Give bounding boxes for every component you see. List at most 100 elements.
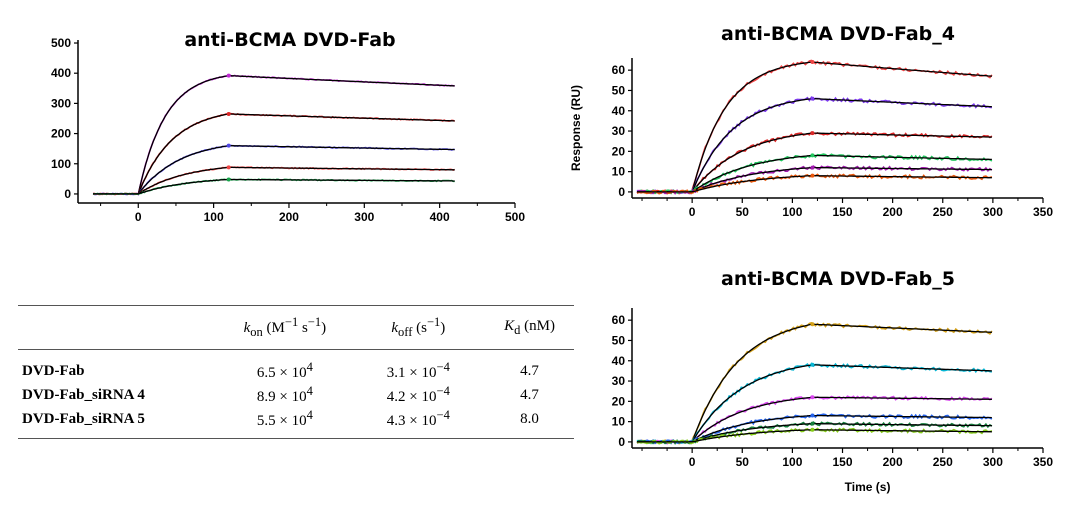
series-fit-conc-5 bbox=[637, 166, 992, 193]
series-fit-conc-6 bbox=[637, 175, 992, 193]
y-tick-label: 30 bbox=[612, 374, 626, 388]
chart-anti-bcma-dvd-fab-4: anti-BCMA DVD-Fab_4 0 10 20 30 40 50 60 0 50 100 15… bbox=[569, 23, 1053, 219]
x-tick-label: 350 bbox=[1033, 205, 1053, 219]
x-tick-label: 200 bbox=[279, 210, 299, 224]
y-tick-label: 60 bbox=[612, 63, 626, 77]
series-peak-marker-conc-5 bbox=[810, 165, 815, 170]
x-tick-label: 0 bbox=[689, 455, 696, 469]
series-fit-conc-2 bbox=[637, 97, 992, 193]
y-tick-label: 10 bbox=[612, 165, 626, 179]
series-peak-marker-conc-5 bbox=[810, 421, 815, 426]
x-tick-label: 200 bbox=[883, 205, 903, 219]
cell-kd: 4.7 bbox=[520, 386, 539, 403]
x-axis-label: Time (s) bbox=[845, 480, 891, 494]
chart-anti-bcma-dvd-fab: anti-BCMA DVD-Fab 0 100 200 300 400 500 0 100 200… bbox=[51, 29, 525, 224]
x-tick-label: 150 bbox=[832, 455, 852, 469]
cell-kon: 8.9 × 104 bbox=[256, 384, 313, 405]
header-blank bbox=[18, 306, 218, 350]
series-fit-conc-1 bbox=[93, 74, 455, 195]
series-fit-conc-3 bbox=[637, 132, 992, 193]
series-fit-conc-4 bbox=[637, 154, 992, 193]
header-kd: Kd (nM) bbox=[504, 317, 555, 337]
y-tick-label: 40 bbox=[612, 354, 626, 368]
x-tick-label: 300 bbox=[983, 205, 1003, 219]
x-tick-label: 0 bbox=[135, 210, 142, 224]
y-tick-label: 0 bbox=[618, 435, 625, 449]
series-peak-marker-conc-1 bbox=[810, 322, 815, 327]
kinetics-table: kon (M−1 s−1) koff (s−1) Kd (nM) DVD-Fab… bbox=[18, 305, 574, 439]
series-fit-conc-5 bbox=[93, 178, 455, 195]
row-label: DVD-Fab bbox=[22, 362, 85, 379]
x-tick-label: 50 bbox=[736, 455, 750, 469]
chart-title: anti-BCMA DVD-Fab_4 bbox=[721, 23, 955, 45]
y-tick-label: 10 bbox=[612, 415, 626, 429]
cell-kd: 4.7 bbox=[520, 362, 539, 379]
y-tick-label: 40 bbox=[612, 104, 626, 118]
series-peak-marker-conc-3 bbox=[810, 131, 815, 136]
cell-koff: 4.2 × 10−4 bbox=[386, 384, 450, 405]
series-raw-conc-4 bbox=[636, 413, 993, 445]
table-row: DVD-Fab_siRNA 4 8.9 × 104 4.2 × 10−4 4.7 bbox=[18, 383, 574, 407]
y-tick-label: 0 bbox=[618, 185, 625, 199]
series-peak-marker-conc-6 bbox=[810, 427, 815, 432]
x-tick-label: 250 bbox=[933, 455, 953, 469]
cell-koff: 4.3 × 10−4 bbox=[386, 408, 450, 429]
series-peak-marker-conc-6 bbox=[810, 173, 815, 178]
series-raw-conc-1 bbox=[92, 74, 455, 196]
series-fit-conc-5 bbox=[637, 423, 992, 443]
table-row: DVD-Fab_siRNA 5 5.5 × 104 4.3 × 10−4 8.0 bbox=[18, 407, 574, 439]
chart-title: anti-BCMA DVD-Fab_5 bbox=[721, 268, 955, 290]
row-label: DVD-Fab_siRNA 4 bbox=[22, 386, 145, 403]
row-label: DVD-Fab_siRNA 5 bbox=[22, 410, 145, 427]
series-peak-marker-conc-2 bbox=[810, 362, 815, 367]
y-tick-label: 0 bbox=[64, 187, 71, 201]
x-tick-label: 200 bbox=[883, 455, 903, 469]
y-tick-label: 60 bbox=[612, 313, 626, 327]
series-fit-conc-1 bbox=[637, 323, 992, 443]
series-raw-conc-5 bbox=[636, 165, 993, 195]
y-tick-label: 20 bbox=[612, 394, 626, 408]
series-fit-conc-1 bbox=[637, 61, 992, 193]
series-fit-conc-4 bbox=[637, 414, 992, 443]
series-peak-marker-conc-4 bbox=[810, 413, 815, 418]
series-raw-conc-3 bbox=[636, 131, 993, 195]
x-tick-label: 0 bbox=[689, 205, 696, 219]
series-peak-marker-conc-3 bbox=[810, 395, 815, 400]
series-fit-conc-3 bbox=[93, 144, 455, 195]
x-tick-label: 250 bbox=[933, 205, 953, 219]
table-row: DVD-Fab 6.5 × 104 3.1 × 10−4 4.7 bbox=[18, 349, 574, 384]
series-raw-conc-1 bbox=[636, 59, 993, 195]
series-peak-marker-conc-4 bbox=[810, 153, 815, 158]
x-tick-label: 500 bbox=[505, 210, 525, 224]
cell-kon: 5.5 × 104 bbox=[256, 408, 313, 429]
chart-anti-bcma-dvd-fab-5: anti-BCMA DVD-Fab_5 0 10 20 30 40 50 60 0 50 100 15… bbox=[612, 268, 1054, 494]
series-fit-conc-2 bbox=[637, 364, 992, 443]
series-raw-conc-5 bbox=[92, 178, 455, 196]
y-axis-label: Response (RU) bbox=[569, 85, 583, 171]
y-tick-label: 500 bbox=[51, 36, 71, 50]
cell-koff: 3.1 × 10−4 bbox=[386, 360, 450, 381]
header-kon: kon (M−1 s−1) bbox=[243, 315, 327, 339]
series-raw-conc-4 bbox=[636, 153, 993, 195]
x-tick-label: 300 bbox=[354, 210, 374, 224]
y-tick-label: 30 bbox=[612, 124, 626, 138]
series-raw-conc-3 bbox=[636, 395, 993, 445]
y-tick-label: 50 bbox=[612, 83, 626, 97]
series-peak-marker-conc-5 bbox=[226, 177, 231, 182]
series-peak-marker-conc-1 bbox=[226, 73, 231, 78]
x-tick-label: 300 bbox=[983, 455, 1003, 469]
x-tick-label: 100 bbox=[204, 210, 224, 224]
y-tick-label: 200 bbox=[51, 127, 71, 141]
series-peak-marker-conc-3 bbox=[226, 143, 231, 148]
y-tick-label: 100 bbox=[51, 157, 71, 171]
series-fit-conc-2 bbox=[93, 113, 455, 195]
chart-title: anti-BCMA DVD-Fab bbox=[184, 29, 395, 51]
x-tick-label: 150 bbox=[832, 205, 852, 219]
series-peak-marker-conc-1 bbox=[810, 60, 815, 65]
x-tick-label: 50 bbox=[736, 205, 750, 219]
table-header-row: kon (M−1 s−1) koff (s−1) Kd (nM) bbox=[18, 305, 574, 350]
series-peak-marker-conc-2 bbox=[226, 111, 231, 116]
x-tick-label: 100 bbox=[782, 205, 802, 219]
x-tick-label: 100 bbox=[782, 455, 802, 469]
series-fit-conc-4 bbox=[93, 166, 455, 195]
